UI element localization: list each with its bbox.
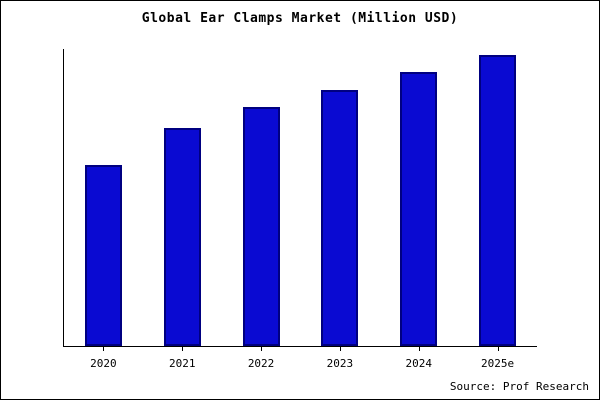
bar-2023	[321, 89, 359, 346]
bar-column: 2021	[163, 49, 201, 370]
x-axis-tick	[497, 347, 499, 351]
plot-area: 2020 2021 2022 2023 2024 2025e	[63, 49, 537, 370]
bars-container: 2020 2021 2022 2023 2024 2025e	[64, 49, 537, 370]
x-tick-label: 2022	[247, 357, 275, 370]
x-axis-tick	[182, 347, 184, 351]
x-tick-label: 2025e	[480, 357, 515, 370]
bar-2024	[400, 72, 438, 346]
x-axis-tick	[418, 347, 420, 351]
x-tick-label: 2021	[168, 357, 196, 370]
bar-2025e	[479, 54, 517, 346]
x-axis-tick	[261, 347, 263, 351]
x-tick-label: 2024	[405, 357, 432, 370]
x-tick-label: 2020	[90, 357, 117, 370]
chart-title: Global Ear Clamps Market (Million USD)	[141, 11, 459, 26]
x-axis-tick	[339, 347, 341, 351]
bar-column: 2023	[321, 49, 359, 370]
bar-2022	[242, 107, 280, 346]
bar-2020	[84, 165, 122, 346]
bar-column: 2022	[242, 49, 280, 370]
x-tick-label: 2023	[326, 357, 354, 370]
source-caption: Source: Prof Research	[449, 380, 589, 393]
bar-column: 2024	[400, 49, 438, 370]
bar-column: 2020	[84, 49, 122, 370]
bar-2021	[163, 127, 201, 346]
x-axis-tick	[103, 347, 105, 351]
bar-column: 2025e	[479, 49, 517, 370]
